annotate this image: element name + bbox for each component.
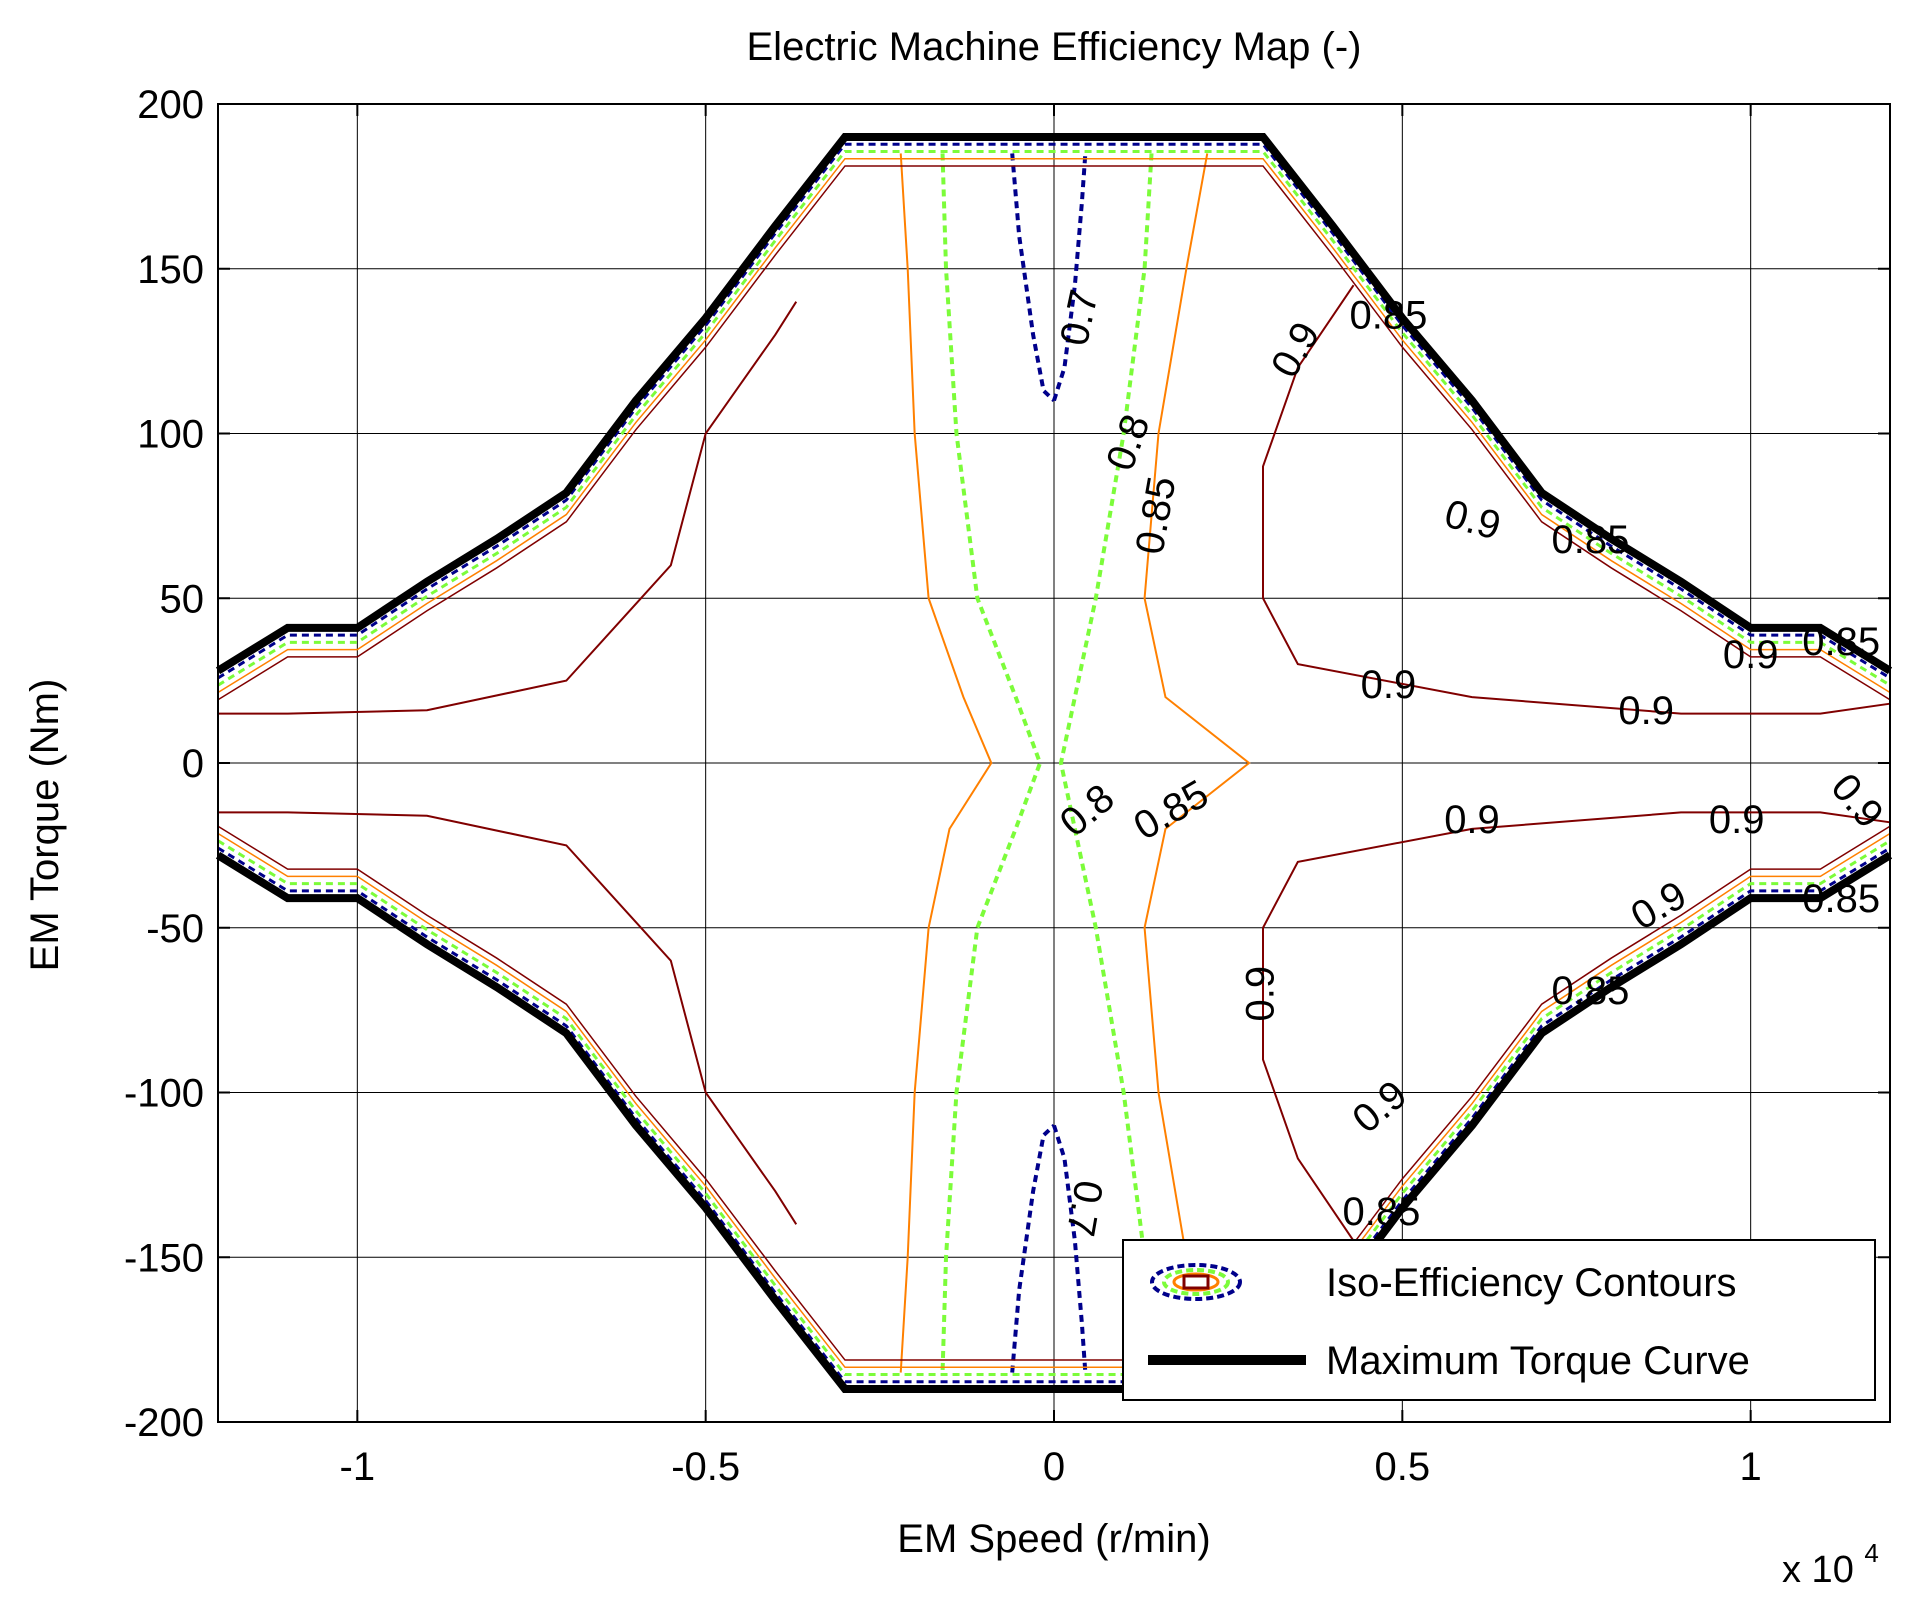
contour-label: 0.85 xyxy=(1552,969,1630,1013)
chart-title: Electric Machine Efficiency Map (-) xyxy=(747,25,1362,69)
x-tick-label: 0 xyxy=(1043,1445,1065,1489)
boundary-contour-0-85 xyxy=(217,157,1891,694)
boundary-contour-0-9 xyxy=(217,825,1891,1361)
contour-label: 0.9 xyxy=(1444,798,1500,842)
boundary-contour-0-8 xyxy=(217,839,1891,1377)
iso-efficiency-contour-0-85 xyxy=(1143,153,1251,1373)
boundary-contour-0-8 xyxy=(217,149,1891,687)
boundary-contour-0-7 xyxy=(217,142,1891,680)
max-torque-curve-motoring xyxy=(215,132,1893,675)
iso-efficiency-contour-0-7 xyxy=(1052,153,1088,402)
contour-label: 0.7 xyxy=(1058,1177,1111,1239)
grid-lines xyxy=(218,103,1890,1423)
y-tick-label: 200 xyxy=(137,83,204,127)
contour-label: 0.85 xyxy=(1802,620,1880,664)
legend: Iso-Efficiency Contours Maximum Torque C… xyxy=(1122,1239,1876,1401)
contour-label: 0.85 xyxy=(1802,877,1880,921)
contour-label: 0.9 xyxy=(1440,492,1505,549)
boundary-contour-0-85 xyxy=(217,832,1891,1369)
x-tick-label: -0.5 xyxy=(671,1445,740,1489)
y-tick-label: 150 xyxy=(137,248,204,292)
max-torque-layer xyxy=(215,132,1893,1394)
y-tick-label: 100 xyxy=(137,413,204,457)
iso-efficiency-contours xyxy=(217,142,1891,1384)
legend-box xyxy=(1122,1239,1876,1401)
y-tick-label: -50 xyxy=(146,907,204,951)
max-torque-curve-generating xyxy=(215,851,1893,1394)
iso-efficiency-contour-0-85 xyxy=(899,153,993,1373)
legend-contour-icon xyxy=(1150,1263,1242,1301)
x-axis-label: EM Speed (r/min) xyxy=(897,1517,1210,1561)
contour-label: 0.9 xyxy=(1239,966,1283,1022)
iso-efficiency-contour-0-9 xyxy=(1262,284,1891,715)
y-tick-label: 50 xyxy=(160,577,205,621)
x-multiplier-base: x 10 xyxy=(1782,1549,1854,1591)
contour-label: 0.9 xyxy=(1618,689,1674,733)
iso-efficiency-contour-0-7 xyxy=(1010,153,1056,403)
x-tick-label: 1 xyxy=(1740,1445,1762,1489)
legend-label-max-torque: Maximum Torque Curve xyxy=(1326,1339,1750,1383)
x-multiplier-exponent: 4 xyxy=(1864,1538,1878,1568)
contour-label: 0.9 xyxy=(1822,766,1891,837)
y-tick-label: 0 xyxy=(182,742,204,786)
boundary-contour-0-7 xyxy=(217,846,1891,1384)
y-tick-label: -100 xyxy=(124,1072,204,1116)
contour-label: 0.9 xyxy=(1723,633,1779,677)
contour-label: 0.8 xyxy=(1098,409,1158,476)
iso-efficiency-contour-0-9 xyxy=(1262,811,1891,1242)
y-tick-label: -150 xyxy=(124,1236,204,1280)
contour-label: 0.85 xyxy=(1127,772,1216,849)
y-axis-label: EM Torque (Nm) xyxy=(23,679,67,972)
axis-ticks: -1 -0.5 0 0.5 1 200 150 100 50 0 -50 -100 -150 -200 xyxy=(124,83,1890,1489)
contour-label: 0.9 xyxy=(1361,663,1417,707)
contour-label: 0.85 xyxy=(1128,473,1185,557)
contour-label: 0.85 xyxy=(1349,294,1427,338)
iso-efficiency-contour-0-9 xyxy=(218,301,798,715)
iso-efficiency-contour-0-7 xyxy=(1052,1124,1088,1373)
contour-label: 0.85 xyxy=(1343,1190,1421,1234)
legend-label-contours: Iso-Efficiency Contours xyxy=(1326,1261,1737,1305)
x-tick-label: -1 xyxy=(340,1445,376,1489)
contour-label: 0.9 xyxy=(1709,798,1765,842)
iso-efficiency-contour-0-9 xyxy=(218,811,798,1225)
y-tick-label: -200 xyxy=(124,1401,204,1445)
x-tick-label: 0.5 xyxy=(1375,1445,1431,1489)
contour-label: 0.85 xyxy=(1552,518,1630,562)
contour-label: 0.9 xyxy=(1344,1072,1415,1141)
iso-efficiency-contour-0-8 xyxy=(940,153,1043,1373)
iso-efficiency-contour-0-7 xyxy=(1010,1123,1056,1373)
x-multiplier-label: x 10 4 xyxy=(1782,1538,1879,1591)
contour-label: 0.9 xyxy=(1263,315,1329,385)
iso-efficiency-contour-0-8 xyxy=(1058,153,1154,1373)
boundary-contour-0-9 xyxy=(217,165,1891,701)
contour-label: 0.7 xyxy=(1052,286,1107,350)
contour-label: 0.8 xyxy=(1052,776,1123,845)
